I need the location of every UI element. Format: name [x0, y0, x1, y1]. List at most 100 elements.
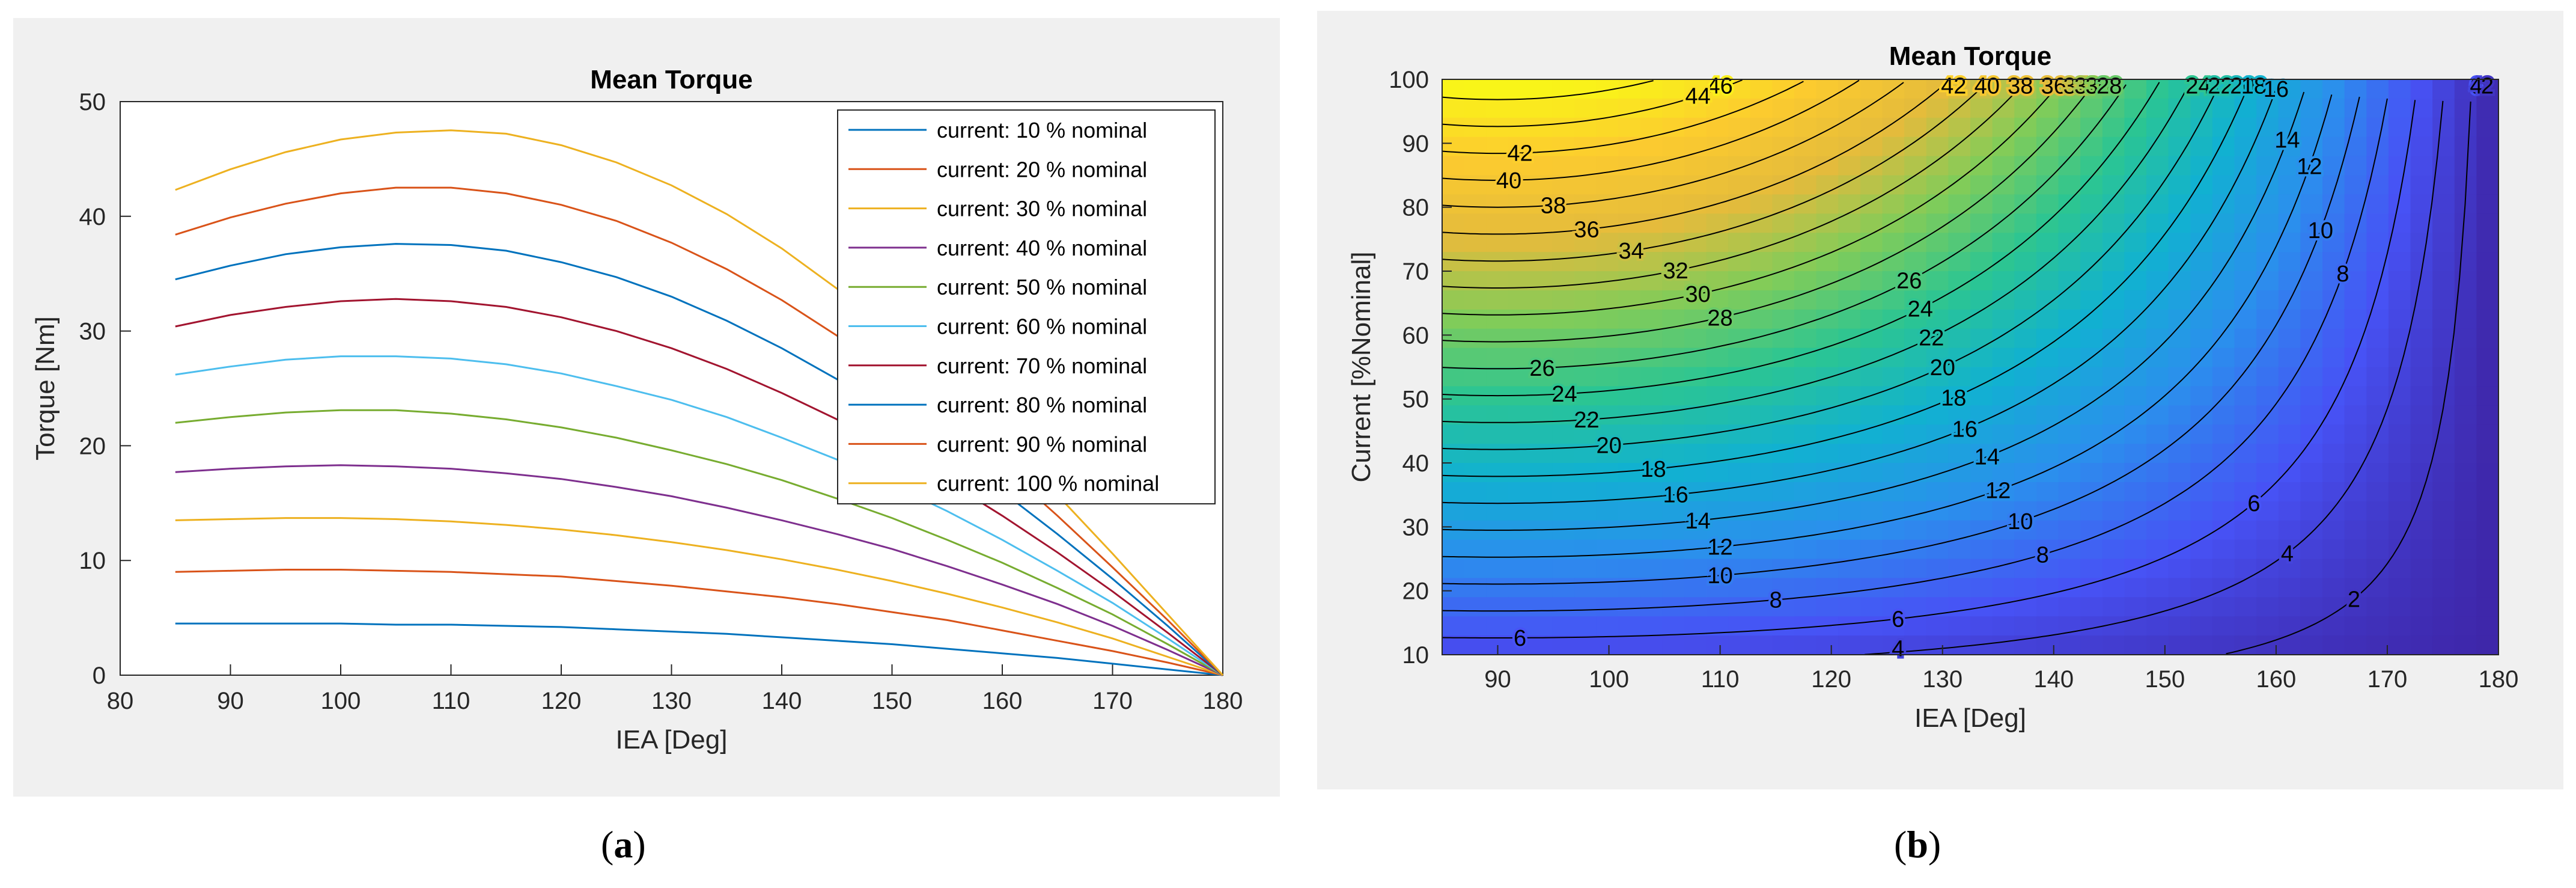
field-cell [2058, 635, 2081, 655]
field-cell [1794, 194, 1817, 215]
field-cell [1530, 482, 1553, 502]
field-cell [1640, 213, 1663, 234]
field-cell [1794, 616, 1817, 637]
field-cell [1838, 233, 1861, 253]
field-cell [2454, 117, 2477, 138]
field-cell [1552, 117, 1575, 138]
legend-label-1: current: 10 % nominal [937, 118, 1147, 142]
field-cell [1970, 616, 1993, 637]
field-cell [1750, 213, 1773, 234]
field-cell [1486, 290, 1509, 310]
field-cell [2190, 444, 2213, 464]
field-cell [1574, 194, 1597, 215]
field-cell [1816, 635, 1839, 655]
field-cell [2146, 539, 2169, 560]
field-cell [1926, 386, 1949, 406]
field-cell [2124, 117, 2147, 138]
field-cell [1618, 501, 1641, 521]
field-cell [1794, 98, 1817, 118]
field-cell [2190, 98, 2213, 118]
field-cell [1728, 290, 1751, 310]
field-cell [1948, 444, 1971, 464]
field-cell [1618, 309, 1641, 329]
field-cell [2476, 424, 2499, 445]
y-tick-label: 10 [79, 548, 106, 574]
field-cell [2036, 213, 2059, 234]
field-cell [2124, 367, 2147, 387]
field-cell [2168, 520, 2191, 540]
field-cell [1574, 635, 1597, 655]
field-cell [2256, 367, 2279, 387]
field-cell [1794, 117, 1817, 138]
field-cell [2366, 424, 2389, 445]
field-cell [2168, 348, 2191, 368]
field-cell [2168, 616, 2191, 637]
field-cell [2168, 328, 2191, 349]
field-cell [2256, 482, 2279, 502]
field-cell [1904, 539, 1927, 560]
field-cell [1750, 463, 1773, 483]
field-cell [2454, 539, 2477, 560]
contour-label: 20 [2230, 74, 2255, 99]
field-cell [1706, 233, 1729, 253]
field-cell [2344, 194, 2367, 215]
field-cell [2388, 79, 2411, 99]
field-cell [1860, 367, 1883, 387]
field-cell [2080, 328, 2103, 349]
field-cell [2476, 520, 2499, 540]
field-cell [1794, 271, 1817, 291]
field-cell [2300, 309, 2323, 329]
field-cell [2256, 213, 2279, 234]
field-cell [1728, 98, 1751, 118]
contour-label: 6 [1514, 626, 1526, 651]
field-cell [2300, 175, 2323, 195]
field-cell [2146, 559, 2169, 579]
field-cell [1926, 233, 1949, 253]
field-cell [2102, 463, 2125, 483]
field-cell [2190, 386, 2213, 406]
field-cell [1442, 424, 1465, 445]
field-cell [1860, 117, 1883, 138]
field-cell [1662, 117, 1685, 138]
field-cell [1750, 252, 1773, 272]
field-cell [1970, 271, 1993, 291]
series-line-9 [175, 186, 1224, 676]
contour-label: 26 [1529, 356, 1554, 381]
field-cell [2322, 616, 2345, 637]
field-cell [1816, 348, 1839, 368]
field-cell [2388, 424, 2411, 445]
field-cell [2256, 136, 2279, 157]
field-cell [2476, 194, 2499, 215]
field-cell [2388, 117, 2411, 138]
field-cell [2146, 482, 2169, 502]
field-cell [2300, 367, 2323, 387]
field-cell [1750, 520, 1773, 540]
field-cell [1618, 79, 1641, 99]
field-cell [1640, 616, 1663, 637]
field-cell [2080, 233, 2103, 253]
field-cell [1992, 117, 2015, 138]
field-cell [2476, 117, 2499, 138]
field-cell [1640, 194, 1663, 215]
field-cell [2388, 578, 2411, 598]
field-cell [2036, 252, 2059, 272]
field-cell [1530, 501, 1553, 521]
field-cell [1860, 328, 1883, 349]
legend-label-7: current: 70 % nominal [937, 354, 1147, 378]
field-cell [2432, 597, 2455, 617]
field-cell [1464, 482, 1487, 502]
field-cell [2454, 405, 2477, 426]
field-cell [1926, 539, 1949, 560]
field-cell [1706, 578, 1729, 598]
field-cell [1860, 405, 1883, 426]
field-cell [1794, 424, 1817, 445]
field-cell [1662, 309, 1685, 329]
field-cell [2410, 463, 2434, 483]
x-tick-label: 100 [1589, 666, 1629, 693]
field-cell [2366, 616, 2389, 637]
field-cell [2410, 233, 2434, 253]
field-cell [1508, 252, 1531, 272]
field-cell [2058, 194, 2081, 215]
field-cell [1772, 444, 1795, 464]
field-cell [1552, 98, 1575, 118]
